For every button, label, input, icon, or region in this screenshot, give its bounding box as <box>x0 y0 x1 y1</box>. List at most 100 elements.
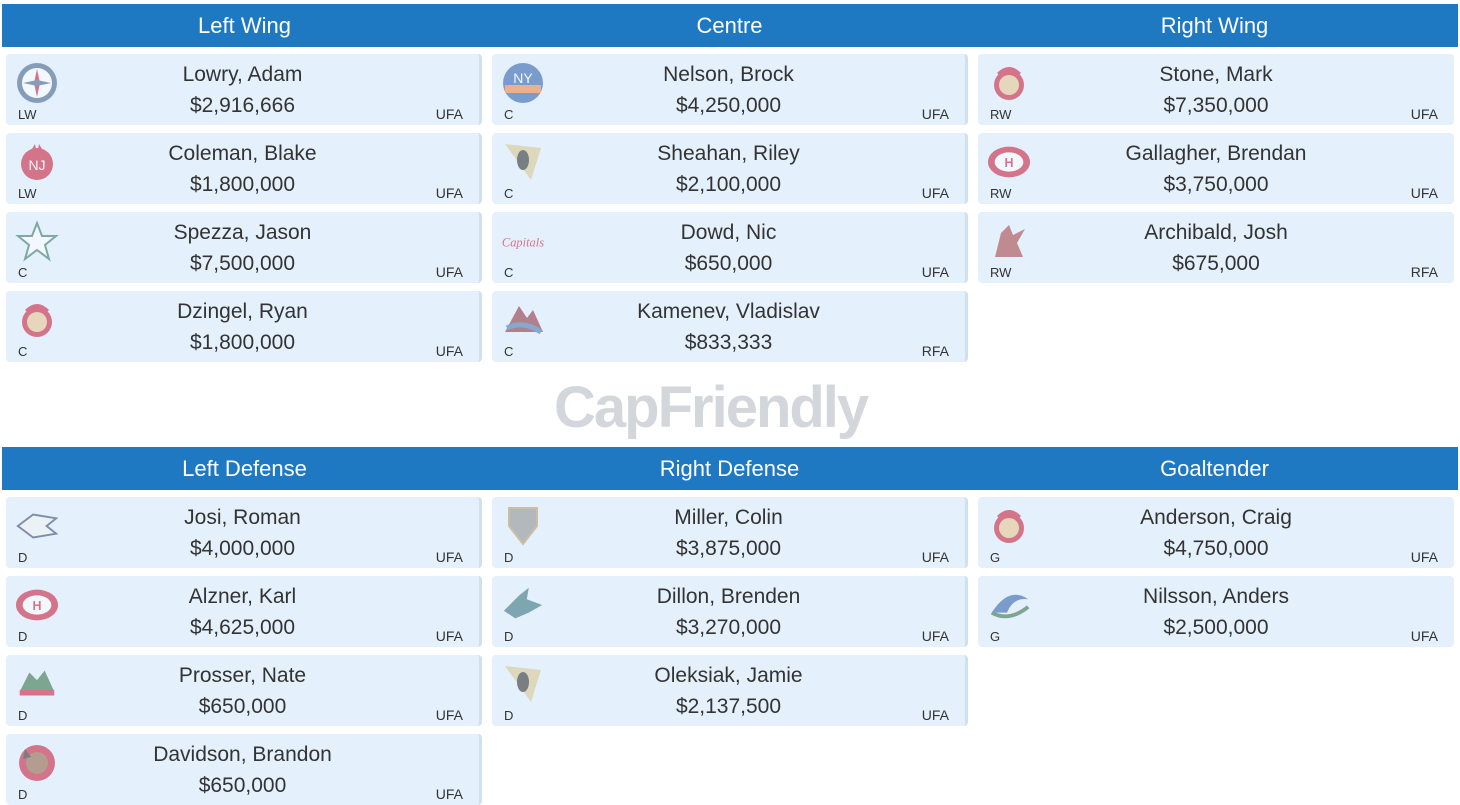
player-salary: $4,625,000 <box>189 616 296 639</box>
penguins-logo-icon <box>500 139 546 185</box>
player-salary: $833,333 <box>684 331 773 354</box>
contract-status: UFA <box>435 343 463 359</box>
player-name[interactable]: Miller, Colin <box>674 506 783 529</box>
player-position: RW <box>990 107 1012 122</box>
player-salary: $3,875,000 <box>675 537 782 560</box>
player-name[interactable]: Alzner, Karl <box>188 585 297 608</box>
devils-logo-icon: NJ <box>14 139 60 185</box>
player-name[interactable]: Anderson, Craig <box>1140 506 1292 529</box>
empty-slot <box>978 655 1454 726</box>
player-name[interactable]: Archibald, Josh <box>1144 221 1288 244</box>
contract-status: UFA <box>435 185 463 201</box>
contract-status: UFA <box>435 549 463 565</box>
player-name[interactable]: Dowd, Nic <box>680 221 777 244</box>
player-salary: $3,270,000 <box>675 616 782 639</box>
player-card[interactable]: Sheahan, Riley $2,100,000 C UFA <box>492 133 968 204</box>
contract-status: RFA <box>1410 264 1438 280</box>
player-position: D <box>504 629 514 644</box>
player-card[interactable]: Lowry, Adam $2,916,666 LW UFA <box>6 54 482 125</box>
goaltender-header: Goaltender <box>1160 456 1269 481</box>
contract-status: UFA <box>435 628 463 644</box>
player-name[interactable]: Nilsson, Anders <box>1143 585 1289 608</box>
contract-status: UFA <box>921 185 949 201</box>
centre-header: Centre <box>696 13 763 38</box>
player-name[interactable]: Spezza, Jason <box>173 221 312 244</box>
contract-status: UFA <box>921 707 949 723</box>
player-name[interactable]: Lowry, Adam <box>182 63 303 86</box>
player-card[interactable]: NJ Coleman, Blake $1,800,000 LW UFA <box>6 133 482 204</box>
player-position: D <box>18 708 28 723</box>
avalanche-logo-icon <box>500 297 546 343</box>
player-name[interactable]: Kamenev, Vladislav <box>637 300 820 323</box>
player-card[interactable]: Spezza, Jason $7,500,000 C UFA <box>6 212 482 283</box>
svg-text:H: H <box>1005 156 1014 170</box>
player-card[interactable]: H Alzner, Karl $4,625,000 D UFA <box>6 576 482 647</box>
player-name[interactable]: Oleksiak, Jamie <box>654 664 803 687</box>
player-salary: $1,800,000 <box>189 173 296 196</box>
contract-status: UFA <box>1410 628 1438 644</box>
player-name[interactable]: Coleman, Blake <box>168 142 317 165</box>
player-name[interactable]: Stone, Mark <box>1159 63 1273 86</box>
player-card[interactable]: Prosser, Nate $650,000 D UFA <box>6 655 482 726</box>
player-name[interactable]: Josi, Roman <box>184 506 301 529</box>
contract-status: UFA <box>921 628 949 644</box>
contract-status: UFA <box>435 106 463 122</box>
sharks-logo-icon <box>500 582 546 628</box>
player-card[interactable]: Dzingel, Ryan $1,800,000 C UFA <box>6 291 482 362</box>
player-name[interactable]: Nelson, Brock <box>663 63 794 86</box>
contract-status: UFA <box>921 106 949 122</box>
svg-text:NY: NY <box>513 70 533 86</box>
player-position: C <box>18 344 28 359</box>
penguins-logo-icon <box>500 661 546 707</box>
player-card[interactable]: Capitals Dowd, Nic $650,000 C UFA <box>492 212 968 283</box>
blackhawks-logo-icon <box>14 740 60 786</box>
predators-logo-icon <box>14 503 60 549</box>
player-position: C <box>18 265 28 280</box>
defense-goalie-grid: Josi, Roman $4,000,000 D UFA Miller, Colin $3… <box>6 497 1454 805</box>
player-card[interactable]: Stone, Mark $7,350,000 RW UFA <box>978 54 1454 125</box>
player-name[interactable]: Prosser, Nate <box>178 664 307 687</box>
player-salary: $2,916,666 <box>189 94 296 117</box>
player-card[interactable]: Dillon, Brenden $3,270,000 D UFA <box>492 576 968 647</box>
player-position: RW <box>990 265 1012 280</box>
contract-status: UFA <box>435 786 463 802</box>
player-card[interactable]: Oleksiak, Jamie $2,137,500 D UFA <box>492 655 968 726</box>
empty-slot <box>978 734 1454 805</box>
player-salary: $1,800,000 <box>189 331 296 354</box>
player-position: D <box>18 787 28 802</box>
contract-status: UFA <box>1410 106 1438 122</box>
player-salary: $650,000 <box>198 774 287 797</box>
canucks-logo-icon <box>986 582 1032 628</box>
left-wing-header: Left Wing <box>198 13 291 38</box>
player-card[interactable]: Davidson, Brandon $650,000 D UFA <box>6 734 482 805</box>
player-position: G <box>990 629 1001 644</box>
capfriendly-watermark-logo: CapFriendly <box>554 375 869 440</box>
left-defense-header: Left Defense <box>182 456 307 481</box>
player-card[interactable]: NY Nelson, Brock $4,250,000 C UFA <box>492 54 968 125</box>
player-salary: $650,000 <box>198 695 287 718</box>
player-salary: $2,137,500 <box>675 695 782 718</box>
player-card[interactable]: H Gallagher, Brendan $3,750,000 RW UFA <box>978 133 1454 204</box>
player-card[interactable]: Kamenev, Vladislav $833,333 C RFA <box>492 291 968 362</box>
empty-slot <box>978 291 1454 362</box>
capitals-logo-icon: Capitals <box>500 218 546 264</box>
player-position: C <box>504 265 514 280</box>
player-card[interactable]: Anderson, Craig $4,750,000 G UFA <box>978 497 1454 568</box>
player-name[interactable]: Davidson, Brandon <box>153 743 332 766</box>
player-card[interactable]: Archibald, Josh $675,000 RW RFA <box>978 212 1454 283</box>
player-position: C <box>504 186 514 201</box>
player-name[interactable]: Dzingel, Ryan <box>177 300 308 323</box>
senators-logo-icon <box>986 503 1032 549</box>
right-defense-header: Right Defense <box>659 456 800 481</box>
player-name[interactable]: Sheahan, Riley <box>657 142 800 165</box>
player-position: D <box>18 629 28 644</box>
player-card[interactable]: Nilsson, Anders $2,500,000 G UFA <box>978 576 1454 647</box>
player-name[interactable]: Gallagher, Brendan <box>1125 142 1307 165</box>
player-name[interactable]: Dillon, Brenden <box>656 585 801 608</box>
player-salary: $2,100,000 <box>675 173 782 196</box>
player-card[interactable]: Josi, Roman $4,000,000 D UFA <box>6 497 482 568</box>
player-position: RW <box>990 186 1012 201</box>
player-card[interactable]: Miller, Colin $3,875,000 D UFA <box>492 497 968 568</box>
contract-status: UFA <box>1410 185 1438 201</box>
contract-status: UFA <box>921 264 949 280</box>
